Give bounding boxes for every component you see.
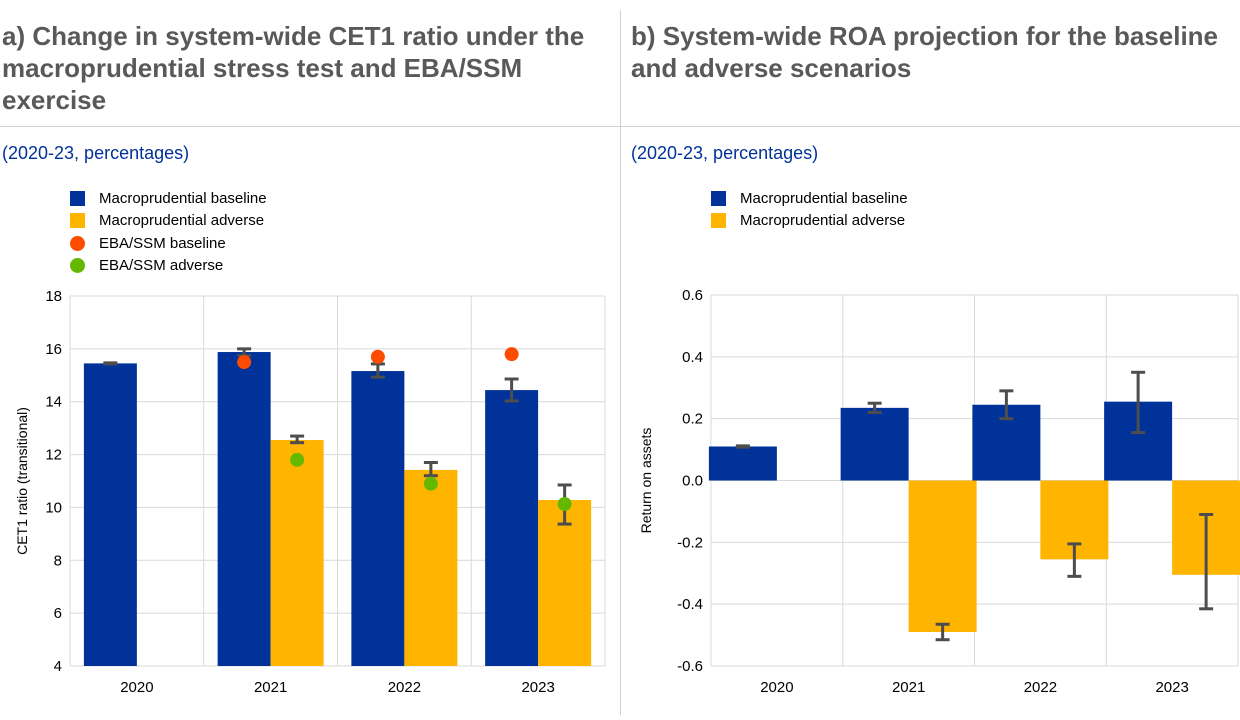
data-point <box>237 355 252 370</box>
x-tick-label: 2022 <box>1024 679 1057 696</box>
data-point <box>290 452 305 467</box>
bar <box>840 407 909 481</box>
y-tick-label: 4 <box>54 658 62 675</box>
legend-label: Macroprudential baseline <box>99 189 267 207</box>
bar <box>485 390 539 666</box>
bar <box>83 363 137 666</box>
panel-b: b) System-wide ROA projection for the ba… <box>621 0 1240 720</box>
legend-label: EBA/SSM adverse <box>99 257 224 275</box>
y-tick-label: 0.0 <box>682 473 703 490</box>
y-tick-label: 0.4 <box>682 349 703 366</box>
legend-item: EBA/SSM baseline <box>70 232 267 255</box>
y-axis-label: Return on assets <box>638 428 654 534</box>
legend-label: Macroprudential adverse <box>740 212 906 230</box>
legend-item: Macroprudential baseline <box>711 187 908 210</box>
data-point <box>557 496 572 511</box>
bar <box>908 480 977 632</box>
legend-square-marker <box>711 213 726 229</box>
legend: Macroprudential baseline Macroprudential … <box>711 187 908 232</box>
legend-item: Macroprudential adverse <box>711 210 908 233</box>
legend-label: Macroprudential adverse <box>99 212 265 230</box>
y-tick-label: 14 <box>45 394 62 411</box>
y-tick-label: -0.6 <box>677 658 703 675</box>
y-tick-label: -0.2 <box>677 534 703 551</box>
x-tick-label: 2023 <box>1155 679 1188 696</box>
legend-square-marker <box>70 190 85 206</box>
legend-item: EBA/SSM adverse <box>70 255 267 278</box>
legend-item: Macroprudential adverse <box>70 210 267 233</box>
legend-dot-marker <box>70 235 85 251</box>
legend-square-marker <box>70 213 85 229</box>
bar <box>217 352 271 666</box>
legend-dot-marker <box>70 258 85 274</box>
data-point <box>370 349 385 364</box>
y-tick-label: 10 <box>45 499 62 516</box>
x-tick-label: 2021 <box>892 679 925 696</box>
y-tick-label: 8 <box>54 552 62 569</box>
y-tick-label: 12 <box>45 447 62 464</box>
y-tick-label: 0.2 <box>682 411 703 428</box>
chart-b-svg: -0.6 -0.4 -0.2 0.0 0.2 0.4 0.6 2020 2021 2022 2023… <box>638 287 1240 696</box>
y-tick-label: -0.4 <box>677 596 703 613</box>
panel-divider <box>620 10 621 715</box>
x-tick-label: 2022 <box>388 679 421 696</box>
data-point <box>423 476 438 491</box>
legend-label: EBA/SSM baseline <box>99 234 226 252</box>
chart-title: b) System-wide ROA projection for the ba… <box>631 21 1219 83</box>
chart-subtitle: (2020-23, percentages) <box>631 143 819 163</box>
x-tick-label: 2020 <box>120 679 153 696</box>
bar <box>270 440 324 666</box>
data-point <box>504 347 519 362</box>
x-tick-label: 2023 <box>521 679 554 696</box>
header-divider <box>0 126 1240 127</box>
legend-item: Macroprudential baseline <box>70 187 267 210</box>
chart-subtitle: (2020-23, percentages) <box>2 143 190 163</box>
y-tick-label: 0.6 <box>682 287 703 304</box>
chart-title: a) Change in system-wide CET1 ratio unde… <box>2 21 585 115</box>
x-tick-label: 2020 <box>760 679 793 696</box>
legend-label: Macroprudential baseline <box>740 189 908 207</box>
x-tick-label: 2021 <box>254 679 287 696</box>
bar <box>404 469 458 666</box>
legend-square-marker <box>711 190 726 206</box>
legend: Macroprudential baseline Macroprudential … <box>70 187 267 277</box>
panel-a: a) Change in system-wide CET1 ratio unde… <box>2 21 606 696</box>
y-axis-label: CET1 ratio (transitional) <box>14 407 30 555</box>
bar <box>708 446 777 481</box>
y-tick-label: 16 <box>45 341 62 358</box>
y-tick-label: 18 <box>45 288 62 305</box>
y-tick-label: 6 <box>54 605 62 622</box>
bar <box>538 500 592 666</box>
bar <box>351 371 405 666</box>
chart-a-svg: 4 6 8 10 12 14 16 18 2020 2021 2022 2023 CET1 ratio … <box>14 288 606 696</box>
